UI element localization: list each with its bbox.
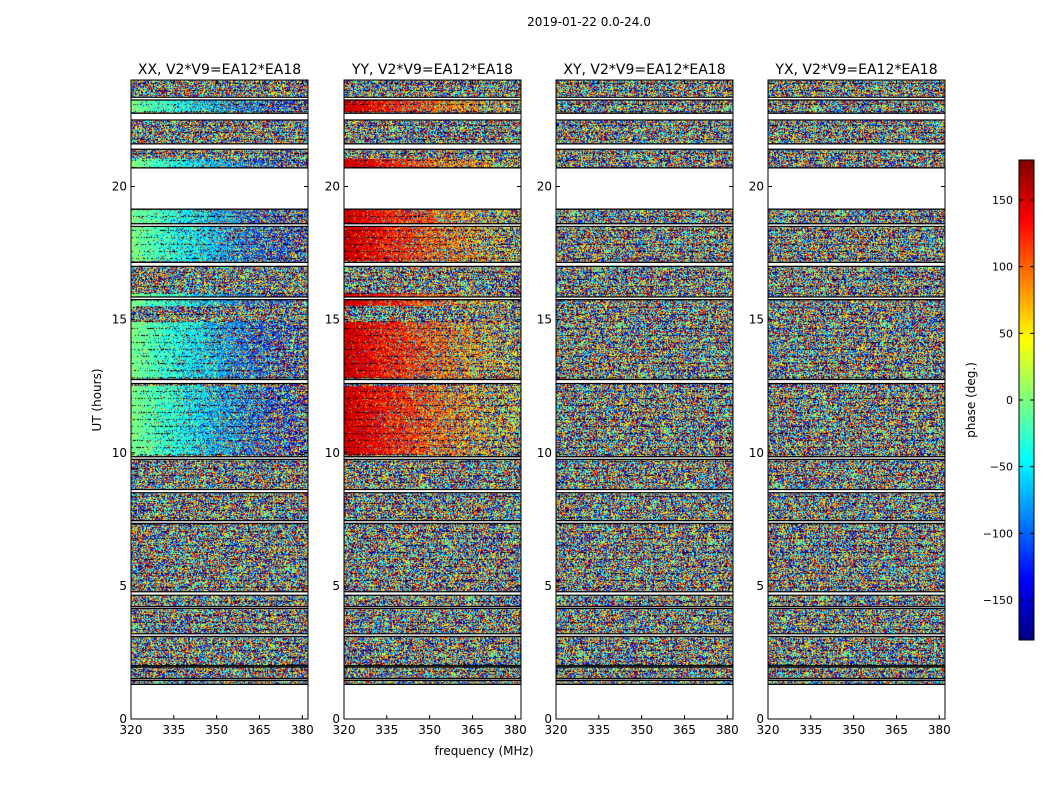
y-tick-label: 5 [332, 579, 340, 593]
panel: YY, V2*V9=EA12*EA18 320 335 350 365 380 0 5 10 15… [325, 62, 527, 737]
panel-title: YX, V2*V9=EA12*EA18 [774, 62, 937, 78]
y-tick-label: 0 [119, 712, 127, 726]
panel-frame [130, 79, 309, 720]
y-tick-label: 5 [119, 579, 127, 593]
colorbar-tick-label: 0 [1006, 394, 1013, 407]
phase-waterfall-image [344, 80, 521, 719]
y-axis-label: UT (hours) [90, 368, 104, 431]
colorbar-tick-label: −50 [990, 461, 1013, 474]
colorbar-label: phase (deg.) [964, 362, 978, 438]
x-axis-label: frequency (MHz) [434, 744, 533, 758]
phase-waterfall-image [556, 80, 733, 719]
colorbar-tick-label: 100 [992, 261, 1013, 274]
x-tick-label: 380 [928, 723, 951, 737]
y-tick-label: 20 [749, 180, 764, 194]
colorbar-tick-label: 150 [992, 194, 1013, 207]
x-tick-label: 350 [418, 723, 441, 737]
x-tick-label: 335 [799, 723, 822, 737]
y-tick-label: 10 [537, 446, 552, 460]
panel-title: XY, V2*V9=EA12*EA18 [563, 62, 725, 78]
x-tick-label: 365 [248, 723, 271, 737]
y-tick-label: 20 [537, 180, 552, 194]
y-tick-label: 15 [537, 313, 552, 327]
x-tick-label: 365 [673, 723, 696, 737]
x-tick-label: 335 [587, 723, 610, 737]
colorbar: −150 −100 −50 0 50 100 150 [983, 159, 1035, 641]
x-tick-label: 365 [885, 723, 908, 737]
y-tick-label: 10 [325, 446, 340, 460]
phase-waterfall-image [768, 80, 945, 719]
panel: YX, V2*V9=EA12*EA18 320 335 350 365 380 0 5 10 15… [749, 62, 951, 737]
x-tick-label: 320 [120, 723, 143, 737]
x-tick-label: 335 [375, 723, 398, 737]
figure-suptitle: 2019-01-22 0.0-24.0 [527, 15, 651, 29]
y-tick-label: 15 [325, 313, 340, 327]
x-tick-label: 350 [842, 723, 865, 737]
y-tick-label: 5 [544, 579, 552, 593]
y-tick-label: 5 [756, 579, 764, 593]
panel-frame [767, 79, 946, 720]
x-tick-label: 350 [205, 723, 228, 737]
panel-frame [555, 79, 734, 720]
x-tick-label: 380 [504, 723, 527, 737]
y-tick-label: 20 [112, 180, 127, 194]
panel: XX, V2*V9=EA12*EA18 320 335 350 365 380 0 5 10 15… [112, 62, 314, 737]
panels-group: XX, V2*V9=EA12*EA18 320 335 350 365 380 0 5 10 15… [112, 62, 951, 737]
x-tick-label: 350 [630, 723, 653, 737]
y-tick-label: 0 [544, 712, 552, 726]
y-tick-label: 15 [112, 313, 127, 327]
panel-title: YY, V2*V9=EA12*EA18 [351, 62, 513, 78]
y-tick-label: 0 [756, 712, 764, 726]
panel-title: XX, V2*V9=EA12*EA18 [138, 62, 301, 78]
y-tick-label: 15 [749, 313, 764, 327]
colorbar-tick-label: 50 [999, 327, 1013, 340]
panel: XY, V2*V9=EA12*EA18 320 335 350 365 380 0 5 10 15… [537, 62, 739, 737]
colorbar-tick-label: −100 [983, 527, 1013, 540]
y-tick-label: 0 [332, 712, 340, 726]
panel-frame [343, 79, 522, 720]
y-tick-label: 20 [325, 180, 340, 194]
x-tick-label: 320 [545, 723, 568, 737]
colorbar-gradient [1019, 160, 1034, 640]
x-tick-label: 320 [757, 723, 780, 737]
y-tick-label: 10 [749, 446, 764, 460]
x-tick-label: 335 [162, 723, 185, 737]
colorbar-tick-label: −150 [983, 594, 1013, 607]
x-tick-label: 365 [461, 723, 484, 737]
phase-waterfall-image [131, 80, 308, 719]
x-tick-label: 380 [716, 723, 739, 737]
y-tick-label: 10 [112, 446, 127, 460]
x-tick-label: 380 [291, 723, 314, 737]
x-tick-label: 320 [333, 723, 356, 737]
